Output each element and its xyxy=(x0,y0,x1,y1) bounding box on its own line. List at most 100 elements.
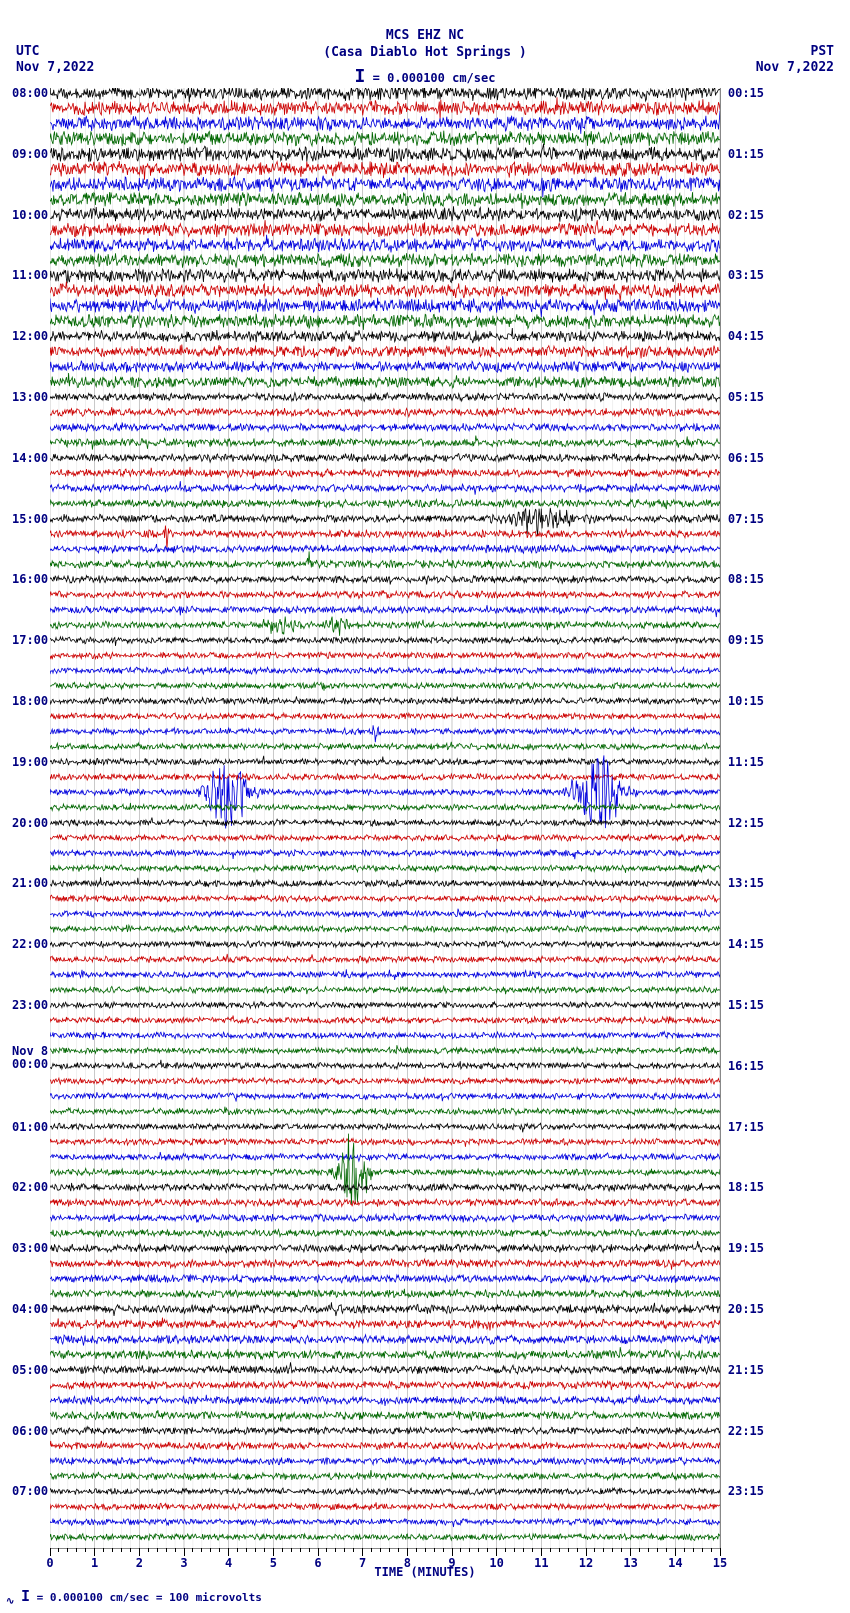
seismic-trace xyxy=(50,373,720,388)
seismic-trace xyxy=(50,925,720,933)
utc-hour-label: 15:00 xyxy=(12,512,48,526)
seismic-trace xyxy=(50,253,720,268)
pst-hour-label: 04:15 xyxy=(728,329,764,343)
seismic-trace xyxy=(50,220,720,237)
utc-hour-label: 12:00 xyxy=(12,329,48,343)
pst-hour-label: 23:15 xyxy=(728,1484,764,1498)
seismic-trace xyxy=(50,1107,720,1115)
pst-hour-label: 14:15 xyxy=(728,937,764,951)
seismic-trace xyxy=(50,131,720,147)
seismic-trace xyxy=(50,1123,720,1132)
pst-hour-label: 18:15 xyxy=(728,1180,764,1194)
utc-hour-label: 23:00 xyxy=(12,998,48,1012)
seismic-trace xyxy=(50,1274,720,1283)
x-tick xyxy=(452,1548,453,1556)
pst-hour-label: 01:15 xyxy=(728,147,764,161)
seismic-trace xyxy=(50,176,720,197)
pst-hour-label: 12:15 xyxy=(728,816,764,830)
utc-hour-label: 18:00 xyxy=(12,694,48,708)
seismic-trace xyxy=(50,436,720,450)
x-tick-label: 4 xyxy=(225,1556,232,1570)
seismic-trace xyxy=(50,282,720,301)
utc-hour-label: 05:00 xyxy=(12,1363,48,1377)
seismic-trace xyxy=(50,1427,720,1435)
tz-right-date: Nov 7,2022 xyxy=(756,60,834,76)
station-code: MCS EHZ NC xyxy=(0,28,850,45)
x-tick xyxy=(318,1548,319,1556)
utc-hour-label: 03:00 xyxy=(12,1241,48,1255)
footer-legend: ∿ I = 0.000100 cm/sec = 100 microvolts xyxy=(6,1587,262,1607)
seismic-trace xyxy=(50,575,720,584)
x-tick xyxy=(94,1548,95,1556)
seismic-trace xyxy=(50,756,720,765)
seismic-trace xyxy=(50,1078,720,1085)
x-tick xyxy=(541,1548,542,1556)
seismic-trace xyxy=(50,161,720,180)
utc-hour-label: 08:00 xyxy=(12,86,48,100)
pst-hour-label: 15:15 xyxy=(728,998,764,1012)
seismic-trace xyxy=(50,1441,720,1450)
pst-hour-label: 21:15 xyxy=(728,1363,764,1377)
x-tick-label: 15 xyxy=(713,1556,727,1570)
seismic-trace xyxy=(50,1152,720,1161)
seismic-trace xyxy=(50,1229,720,1238)
tz-left-date: Nov 7,2022 xyxy=(16,60,94,76)
seismic-trace xyxy=(50,1259,720,1270)
seismic-trace xyxy=(50,1470,720,1480)
utc-hour-label: 07:00 xyxy=(12,1484,48,1498)
seismic-trace xyxy=(50,865,720,873)
seismic-trace xyxy=(50,954,720,963)
seismic-trace xyxy=(50,1045,720,1054)
pst-hour-label: 08:15 xyxy=(728,572,764,586)
x-tick xyxy=(586,1548,587,1556)
seismic-trace xyxy=(50,605,720,617)
seismic-trace xyxy=(50,1381,720,1390)
utc-hour-label: 16:00 xyxy=(12,572,48,586)
seismic-trace xyxy=(50,1318,720,1331)
x-tick xyxy=(50,1548,51,1556)
x-tick-label: 10 xyxy=(489,1556,503,1570)
seismic-trace xyxy=(50,1134,720,1205)
seismic-trace xyxy=(50,682,720,690)
utc-hour-label: Nov 800:00 xyxy=(12,1045,48,1071)
x-tick xyxy=(720,1548,721,1556)
pst-hour-label: 07:15 xyxy=(728,512,764,526)
utc-hour-label: 11:00 xyxy=(12,268,48,282)
seismic-trace xyxy=(50,314,720,330)
utc-hour-label: 04:00 xyxy=(12,1302,48,1316)
seismic-trace xyxy=(50,909,720,919)
seismic-trace xyxy=(50,1138,720,1147)
x-tick-label: 1 xyxy=(91,1556,98,1570)
seismic-trace xyxy=(50,1214,720,1223)
seismic-trace xyxy=(50,803,720,811)
seismic-trace xyxy=(50,969,720,980)
tz-left-tz: UTC xyxy=(16,44,94,60)
utc-hour-label: 09:00 xyxy=(12,147,48,161)
seismic-trace xyxy=(50,849,720,859)
seismic-trace xyxy=(50,1241,720,1253)
seismic-trace xyxy=(50,895,720,902)
seismic-trace xyxy=(50,1534,720,1541)
scale-legend: I = 0.000100 cm/sec xyxy=(0,66,850,87)
seismic-trace xyxy=(50,725,720,742)
x-tick xyxy=(630,1548,631,1556)
utc-hour-label: 06:00 xyxy=(12,1424,48,1438)
seismic-trace xyxy=(50,296,720,317)
pst-hour-label: 06:15 xyxy=(728,451,764,465)
seismic-trace xyxy=(50,1092,720,1101)
x-tick xyxy=(496,1548,497,1556)
seismic-trace xyxy=(50,1502,720,1510)
seismic-trace xyxy=(50,1362,720,1374)
utc-hour-label: 10:00 xyxy=(12,208,48,222)
pst-hour-label: 20:15 xyxy=(728,1302,764,1316)
utc-hour-label: 01:00 xyxy=(12,1120,48,1134)
pst-hour-label: 03:15 xyxy=(728,268,764,282)
pst-hour-label: 22:15 xyxy=(728,1424,764,1438)
pst-hour-label: 10:15 xyxy=(728,694,764,708)
seismic-trace xyxy=(50,1457,720,1465)
seismic-trace xyxy=(50,590,720,598)
pst-hour-label: 17:15 xyxy=(728,1120,764,1134)
seismic-trace xyxy=(50,499,720,509)
seismic-trace xyxy=(50,1060,720,1069)
pst-hour-label: 11:15 xyxy=(728,755,764,769)
